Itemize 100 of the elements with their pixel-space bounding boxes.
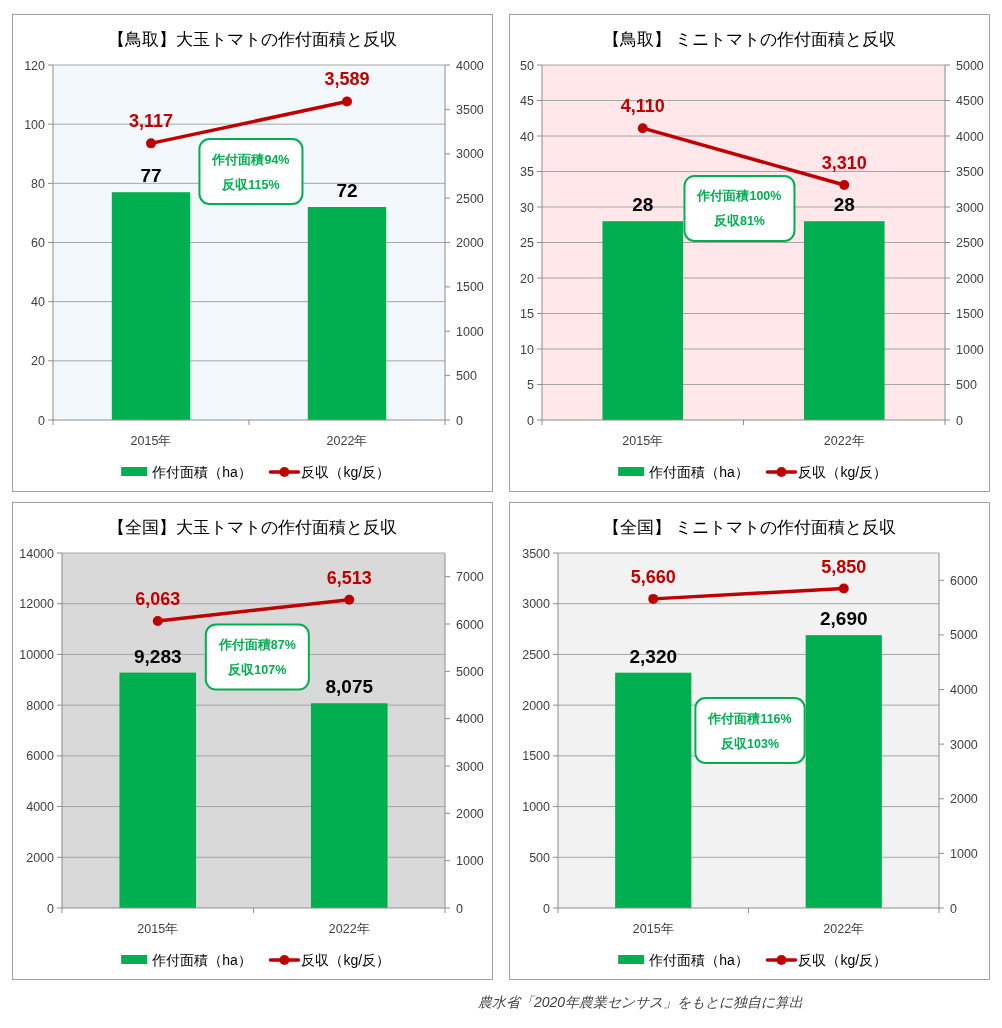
y2-tick-label: 0 <box>456 413 463 428</box>
y-tick-label: 4000 <box>26 800 55 815</box>
y2-tick-label: 3000 <box>456 147 484 162</box>
chart-title: 【鳥取】 ミニトマトの作付面積と反収 <box>602 30 897 49</box>
y2-tick-label: 5000 <box>950 628 978 643</box>
x-tick-label: 2022年 <box>326 434 368 448</box>
y-tick-label: 0 <box>527 413 535 428</box>
x-tick-label: 2015年 <box>137 922 179 936</box>
y-tick-label: 8000 <box>26 698 55 713</box>
data-label: 77 <box>140 165 162 187</box>
y-tick-label: 30 <box>520 200 535 215</box>
y2-tick-label: 6000 <box>950 573 978 588</box>
chart-title: 【全国】大玉トマトの作付面積と反収 <box>108 518 397 537</box>
y2-tick-label: 4500 <box>956 94 984 108</box>
y2-tick-label: 1000 <box>456 854 484 869</box>
y2-tick-label: 3000 <box>456 759 484 774</box>
y2-tick-label: 3500 <box>956 165 984 179</box>
annotation: 作付面積94% <box>211 152 290 167</box>
y2-tick-label: 7000 <box>456 570 484 585</box>
y-tick-label: 3500 <box>522 546 551 561</box>
annotation: 作付面積87% <box>217 638 296 653</box>
data-label: 4,110 <box>620 96 665 117</box>
y2-tick-label: 2000 <box>956 271 984 286</box>
y2-tick-label: 5000 <box>456 664 484 679</box>
data-label: 9,283 <box>133 645 182 667</box>
annotation: 反収103% <box>720 735 780 751</box>
y-tick-label: 35 <box>520 165 535 179</box>
legend-label: 作付面積（ha） <box>648 464 743 480</box>
y-tick-label: 2000 <box>522 698 551 713</box>
y-tick-label: 0 <box>543 901 551 916</box>
data-label: 72 <box>336 180 358 201</box>
data-label: 3,589 <box>324 69 370 90</box>
y2-tick-label: 3500 <box>456 102 484 117</box>
x-tick-label: 2015年 <box>632 922 674 936</box>
y-tick-label: 100 <box>24 117 46 132</box>
y2-tick-label: 6000 <box>456 617 484 632</box>
y-tick-label: 3000 <box>522 597 551 612</box>
callout: 作付面積116% 反収103% <box>694 697 806 764</box>
y2-tick-label: 0 <box>956 413 963 428</box>
annotation: 反収81% <box>712 213 765 229</box>
y-tick-label: 120 <box>24 58 46 73</box>
y-tick-label: 12000 <box>19 597 55 612</box>
x-tick-label: 2015年 <box>622 434 664 448</box>
y2-tick-label: 1000 <box>950 846 978 861</box>
y-tick-label: 1500 <box>522 749 551 764</box>
y2-tick-label: 1000 <box>956 342 984 357</box>
data-label: 3,310 <box>821 152 867 173</box>
legend-label: 作付面積（ha） <box>151 952 246 968</box>
legend-label: 反収（kg/反） <box>301 952 384 968</box>
y-tick-label: 0 <box>47 901 55 916</box>
data-label: 28 <box>833 194 855 216</box>
y2-tick-label: 2000 <box>456 806 484 821</box>
legend-label: 作付面積（ha） <box>151 464 246 480</box>
y-tick-label: 20 <box>520 271 535 286</box>
x-tick-label: 2022年 <box>328 922 370 936</box>
y-tick-label: 25 <box>520 236 535 250</box>
y2-tick-label: 1500 <box>956 307 984 321</box>
y-tick-label: 80 <box>31 176 46 191</box>
y-tick-label: 15 <box>520 307 535 321</box>
y-tick-label: 2500 <box>522 647 551 662</box>
annotation: 作付面積100% <box>696 189 782 204</box>
y2-tick-label: 0 <box>950 901 957 916</box>
y2-tick-label: 5000 <box>956 58 984 73</box>
y-tick-label: 10000 <box>19 647 55 662</box>
data-label: 2,690 <box>819 608 868 630</box>
y2-tick-label: 1500 <box>456 280 484 295</box>
y-tick-label: 40 <box>31 295 46 310</box>
data-label: 28 <box>632 194 654 216</box>
y2-tick-label: 2000 <box>456 236 484 250</box>
y-tick-label: 500 <box>529 850 551 865</box>
y2-tick-label: 0 <box>456 901 463 916</box>
y2-tick-label: 500 <box>456 369 477 384</box>
y-tick-label: 0 <box>38 413 46 428</box>
legend-label: 作付面積（ha） <box>648 952 743 968</box>
x-tick-label: 2022年 <box>823 922 865 936</box>
annotation: 反収115% <box>221 176 280 192</box>
y2-tick-label: 500 <box>956 378 977 392</box>
y-tick-label: 1000 <box>522 800 551 815</box>
text: 農水省「2020年農業センサス」をもとに独自に算出 <box>478 994 804 1010</box>
callout: 作付面積87% 反収107% <box>204 623 310 691</box>
legend-label: 反収（kg/反） <box>301 464 384 480</box>
x-tick-label: 2015年 <box>130 434 172 448</box>
y2-tick-label: 2500 <box>456 191 484 206</box>
y-tick-label: 10 <box>520 342 535 357</box>
y2-tick-label: 3000 <box>950 737 978 752</box>
chart-title: 【全国】 ミニトマトの作付面積と反収 <box>602 518 897 537</box>
y-tick-label: 60 <box>31 236 46 250</box>
legend-label: 反収（kg/反） <box>798 952 881 968</box>
y-tick-label: 50 <box>520 58 535 73</box>
annotation: 作付面積116% <box>707 711 792 726</box>
legend-label: 反収（kg/反） <box>798 464 881 480</box>
data-label: 3,117 <box>128 111 174 132</box>
callout: 作付面積100% 反収81% <box>683 174 796 242</box>
data-label: 6,513 <box>326 567 372 588</box>
y2-tick-label: 4000 <box>956 129 984 144</box>
data-label: 5,660 <box>630 566 676 587</box>
data-label: 2,320 <box>629 645 678 667</box>
y2-tick-label: 2500 <box>956 236 984 250</box>
x-tick-label: 2022年 <box>823 434 865 448</box>
chart-title: 【鳥取】大玉トマトの作付面積と反収 <box>108 30 397 49</box>
